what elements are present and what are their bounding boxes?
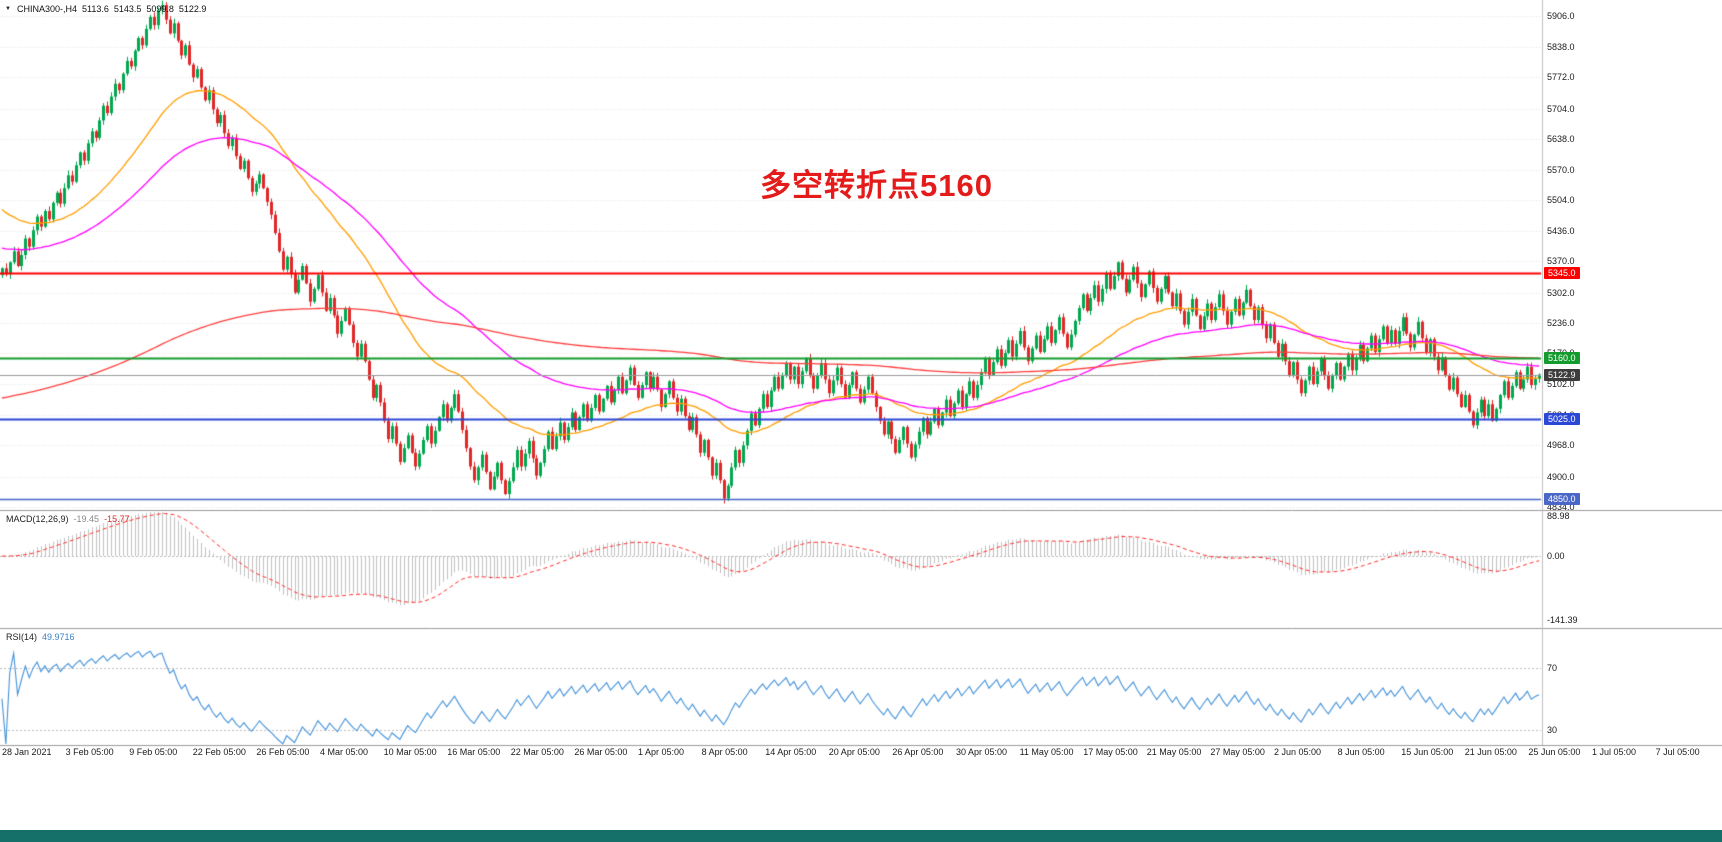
price-axis-label: 4834.0 (1547, 501, 1575, 512)
price-tag: 5122.9 (1544, 368, 1580, 381)
time-axis-label: 9 Feb 05:00 (129, 747, 178, 757)
price-axis-label: 5838.0 (1547, 42, 1575, 53)
time-axis-label: 22 Feb 05:00 (192, 747, 246, 757)
price-axis-label: 5906.0 (1547, 11, 1575, 22)
price-axis-label: 5704.0 (1547, 103, 1575, 114)
time-axis-label: 3 Feb 05:00 (65, 747, 114, 757)
time-axis[interactable]: 28 Jan 2021 3 Feb 05:00 9 Feb 05:00 22 Feb … (0, 747, 1722, 759)
macd-name: MACD(12,26,9) (6, 514, 69, 524)
price-axis-label: 5236.0 (1547, 317, 1575, 328)
price-axis-label: 4900.0 (1547, 471, 1575, 482)
time-axis-label: 17 May 05:00 (1083, 747, 1138, 757)
symbol-info: ▼ CHINA300-,H4 5113.6 5143.5 5099.8 5122… (5, 4, 206, 14)
price-axis-label: 5570.0 (1547, 164, 1575, 175)
bottom-bar (0, 830, 1722, 842)
time-axis-label: 15 Jun 05:00 (1401, 747, 1454, 757)
symbol-name: CHINA300-,H4 (16, 4, 77, 14)
ohlc-open: 5113.6 (81, 4, 109, 14)
time-axis-label: 21 May 05:00 (1146, 747, 1202, 757)
time-axis-label: 8 Jun 05:00 (1337, 747, 1385, 757)
time-axis-label: 8 Apr 05:00 (701, 747, 748, 757)
macd-signal-value: -15.77 (104, 514, 130, 524)
macd-indicator-label: MACD(12,26,9) -19.45 -15.77 (6, 514, 130, 524)
price-axis-label: 5302.0 (1547, 287, 1575, 298)
rsi-axis-label: 30 (1547, 724, 1558, 735)
time-axis-label: 26 Feb 05:00 (256, 747, 310, 757)
price-tag: 4850.0 (1544, 493, 1580, 506)
rsi-axis-label: 70 (1547, 662, 1558, 673)
time-axis-label: 20 Apr 05:00 (828, 747, 880, 757)
rsi-indicator-label: RSI(14) 49.9716 (6, 632, 75, 642)
time-axis-label: 11 May 05:00 (1019, 747, 1074, 757)
time-axis-label: 27 May 05:00 (1210, 747, 1265, 757)
time-axis-label: 28 Jan 2021 (2, 747, 52, 757)
macd-value: -19.45 (73, 514, 100, 524)
ohlc-high: 5143.5 (113, 4, 142, 14)
time-axis-label: 26 Mar 05:00 (574, 747, 628, 757)
price-tag: 5025.0 (1544, 413, 1580, 426)
time-axis-label: 25 Jun 05:00 (1528, 747, 1581, 757)
price-axis-label: 5772.0 (1547, 72, 1575, 83)
price-axis-label: 4968.0 (1547, 440, 1575, 451)
time-axis-label: 21 Jun 05:00 (1464, 747, 1517, 757)
price-tag: 5345.0 (1544, 266, 1580, 279)
time-axis-label: 2 Jun 05:00 (1274, 747, 1322, 757)
time-axis-label: 26 Apr 05:00 (892, 747, 944, 757)
time-axis-label: 1 Jul 05:00 (1592, 747, 1637, 757)
time-axis-label: 10 Mar 05:00 (383, 747, 437, 757)
price-tag: 5160.0 (1544, 351, 1580, 364)
price-axis-label: 5102.0 (1547, 379, 1575, 390)
price-axis-label: 5638.0 (1547, 133, 1575, 144)
time-axis-label: 7 Jul 05:00 (1655, 747, 1700, 757)
rsi-value: 49.9716 (42, 632, 75, 642)
chart-marker-icon: ▼ (5, 6, 11, 12)
price-axis-label: 5504.0 (1547, 195, 1575, 206)
time-axis-label: 14 Apr 05:00 (765, 747, 817, 757)
price-axis-label: 5370.0 (1547, 256, 1575, 267)
ohlc-low: 5099.8 (146, 4, 174, 14)
time-axis-label: 30 Apr 05:00 (956, 747, 1008, 757)
macd-axis-label: 88.98 (1547, 510, 1570, 521)
macd-axis-label: 0.00 (1547, 551, 1565, 561)
price-axis-label: 5436.0 (1547, 226, 1575, 237)
time-axis-label: 4 Mar 05:00 (320, 747, 369, 757)
time-axis-label: 22 Mar 05:00 (510, 747, 564, 757)
chart-annotation: 多空转折点5160 (760, 168, 993, 203)
macd-axis-label: -141.39 (1547, 614, 1578, 625)
ohlc-close: 5122.9 (178, 4, 207, 14)
time-axis-label: 16 Mar 05:00 (447, 747, 501, 757)
time-axis-label: 1 Apr 05:00 (638, 747, 685, 757)
rsi-name: RSI(14) (6, 632, 38, 642)
